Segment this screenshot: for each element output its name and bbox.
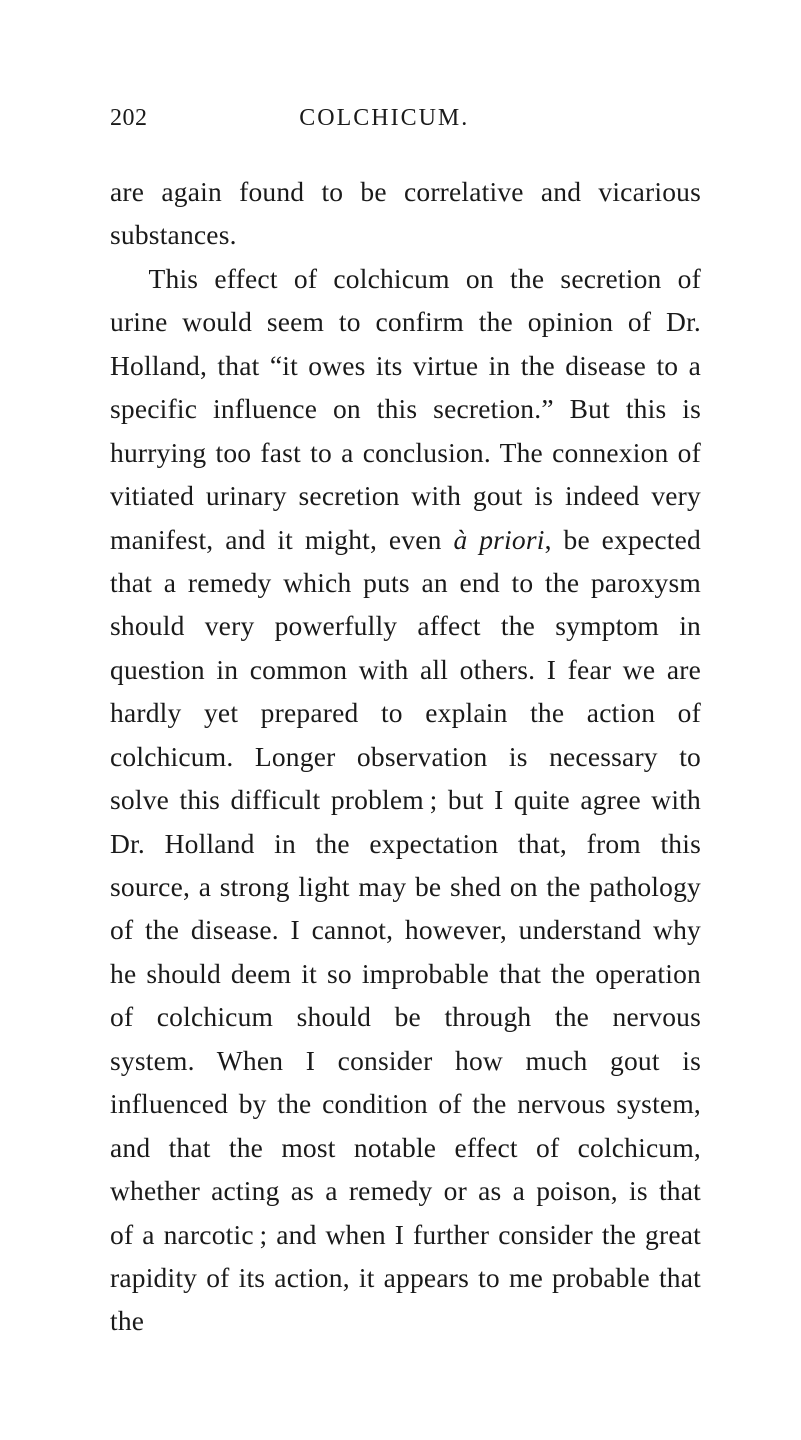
page-header: 202 COLCHICUM. <box>110 105 701 132</box>
text-run: , be expected that a remedy which puts a… <box>110 524 701 1337</box>
text-run: are again found to be correlative and vi… <box>110 176 701 250</box>
running-title: COLCHICUM. <box>108 105 662 132</box>
text-run: This effect of colchicum on the secretio… <box>110 263 701 555</box>
text-run-italic: à priori <box>453 524 544 555</box>
body-text: are again found to be correlative and vi… <box>110 170 701 1343</box>
paragraph: are again found to be correlative and vi… <box>110 170 701 257</box>
page: 202 COLCHICUM. are again found to be cor… <box>0 0 801 1440</box>
paragraph: This effect of colchicum on the secretio… <box>110 257 701 1343</box>
